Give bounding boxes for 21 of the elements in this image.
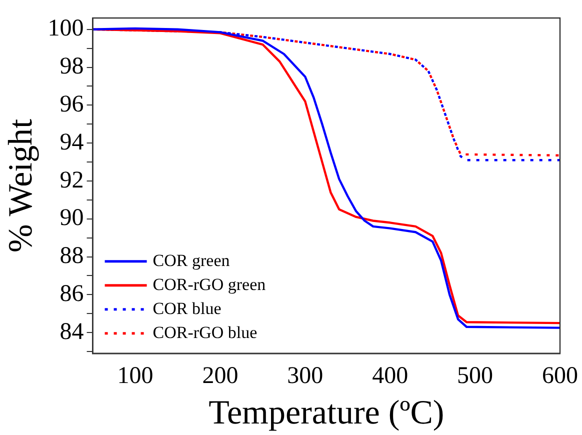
legend-label: COR blue [152, 298, 222, 318]
x-tick-label: 200 [202, 363, 238, 390]
legend-label: COR-rGO blue [152, 322, 258, 342]
y-tick-label: 94 [60, 129, 84, 156]
x-tick-label: 300 [287, 363, 324, 390]
y-tick-label: 84 [60, 318, 84, 345]
legend-label: COR green [152, 250, 230, 270]
x-tick-label: 100 [117, 363, 154, 390]
y-axis-title: % Weight [2, 118, 40, 252]
x-tick-label: 500 [457, 363, 494, 390]
y-tick-label: 98 [60, 54, 84, 80]
y-tick-label: 92 [60, 167, 84, 194]
x-tick-label: 600 [542, 363, 578, 390]
x-tick-label: 400 [372, 363, 408, 390]
y-tick-label: 88 [60, 243, 84, 270]
y-tick-label: 96 [60, 91, 84, 118]
y-tick-label: 90 [60, 205, 84, 232]
y-tick-label: 100 [48, 16, 84, 42]
x-axis-title: Temperature (ºC) [208, 394, 444, 432]
legend-label: COR-rGO green [152, 274, 266, 294]
y-tick-label: 86 [60, 280, 84, 307]
